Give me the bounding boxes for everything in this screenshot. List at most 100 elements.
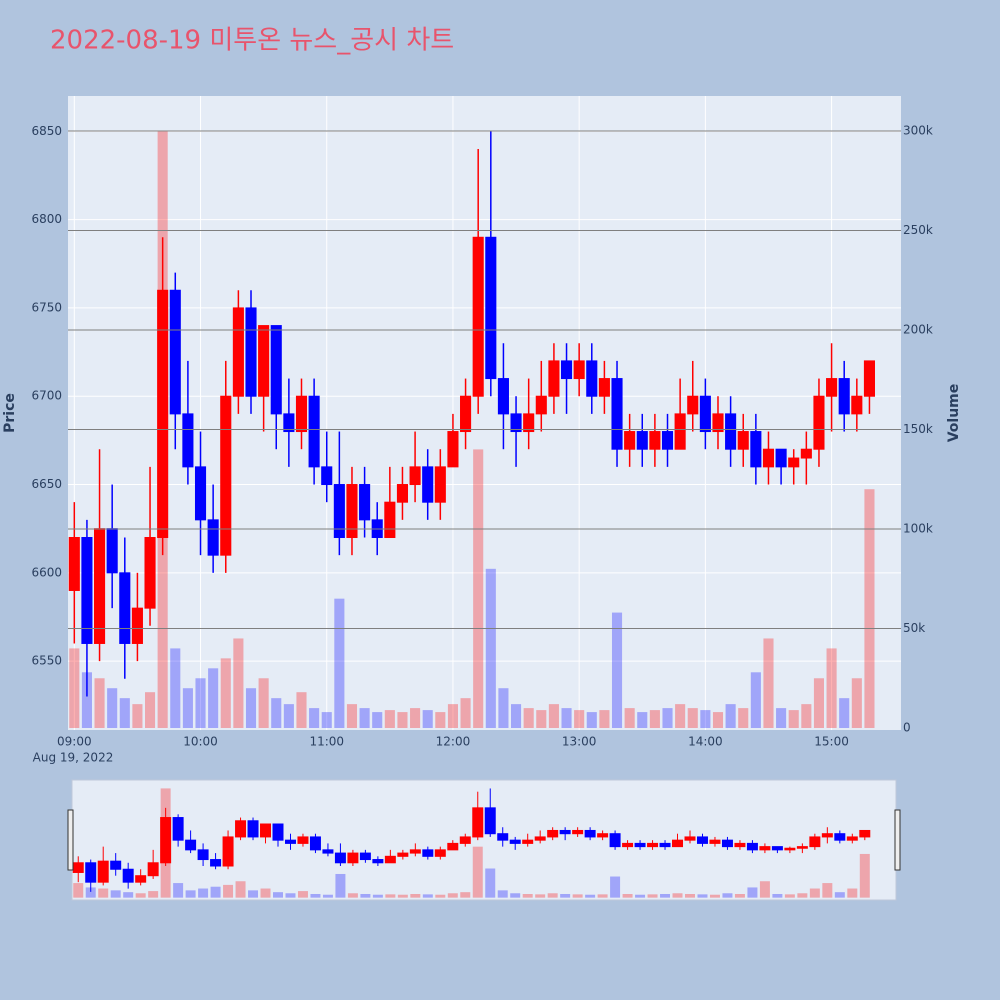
volume-bar: [776, 708, 787, 729]
volume-bar: [107, 688, 118, 729]
x-tick-label: 12:00: [436, 735, 471, 749]
candle-body: [622, 842, 634, 848]
volume-bar: [185, 890, 196, 898]
volume-bar: [647, 894, 658, 898]
volume-bar: [772, 893, 783, 898]
candle-body: [308, 395, 320, 468]
candle-body: [775, 448, 787, 468]
volume-bar: [309, 708, 320, 729]
candle-body: [247, 820, 259, 838]
volume-bar: [622, 893, 633, 898]
volume-bar: [637, 712, 648, 729]
candle-body: [182, 413, 194, 468]
volume-bar: [220, 658, 231, 729]
x-tick-label: 10:00: [183, 735, 218, 749]
candle-body: [559, 829, 571, 835]
candle-body: [185, 839, 197, 851]
y2-tick-label: 100k: [903, 522, 933, 536]
volume-bar: [672, 893, 683, 898]
y2-tick-label: 250k: [903, 223, 933, 237]
candle-body: [434, 849, 446, 857]
volume-bar: [110, 890, 121, 898]
volume-bar: [296, 692, 307, 729]
volume-bar: [685, 893, 695, 898]
volume-bar: [73, 883, 84, 898]
candle-body: [68, 537, 80, 591]
candle-body: [636, 431, 648, 450]
candle-body: [396, 484, 409, 503]
volume-bar: [660, 893, 671, 898]
candle-body: [624, 431, 636, 450]
volume-bar: [572, 894, 583, 898]
candle-body: [346, 484, 358, 539]
candle-body: [434, 466, 446, 503]
x-tick-label: 11:00: [309, 735, 344, 749]
candle-body: [746, 842, 758, 851]
volume-bar: [384, 710, 395, 729]
chart-title: 2022-08-19 미투온 뉴스_공시 차트: [50, 26, 454, 56]
candle-body: [384, 501, 396, 539]
candle-body: [160, 817, 172, 864]
volume-bar: [170, 648, 181, 729]
candle-body: [472, 236, 484, 397]
volume-bar: [271, 698, 282, 729]
volume-bar: [485, 568, 496, 729]
candle-body: [597, 833, 609, 838]
volume-bar: [511, 704, 522, 729]
candle-body: [737, 431, 749, 450]
candle-body: [859, 829, 871, 838]
volume-bar: [597, 894, 608, 898]
candle-body: [347, 852, 359, 864]
volume-bar: [322, 894, 333, 898]
volume-bar: [610, 876, 621, 898]
candle-body: [509, 839, 521, 844]
candle-body: [846, 836, 858, 841]
volume-bar: [700, 710, 711, 729]
candle-body: [172, 817, 184, 841]
candle-body: [270, 325, 282, 415]
volume-bar: [822, 883, 833, 898]
candle-body: [598, 378, 610, 397]
y-tick-label: 6700: [31, 389, 62, 403]
volume-bar: [397, 712, 408, 729]
candle-body: [522, 839, 534, 844]
candle-body: [851, 395, 863, 415]
candle-body: [359, 852, 371, 861]
volume-bar: [119, 698, 130, 729]
y2-tick-label: 50k: [903, 621, 925, 635]
candle-body: [586, 360, 598, 397]
volume-bar: [722, 893, 733, 898]
volume-bar: [586, 712, 597, 729]
volume-bar: [809, 888, 820, 898]
candle-body: [734, 842, 746, 848]
candle-body: [333, 484, 345, 539]
volume-bar: [784, 894, 795, 898]
candle-body: [106, 528, 118, 574]
candle-body: [712, 413, 724, 433]
candle-body: [497, 833, 509, 841]
x-tick-label: 13:00: [562, 735, 597, 749]
candle-body: [283, 413, 295, 433]
candle-body: [796, 846, 808, 849]
volume-bar: [258, 678, 269, 729]
candle-body: [472, 807, 484, 838]
y-tick-label: 6650: [31, 477, 62, 491]
candle-body: [523, 413, 535, 433]
volume-bar: [834, 892, 845, 898]
candle-body: [534, 836, 546, 841]
volume-bar: [750, 672, 761, 729]
y-tick-label: 6850: [31, 124, 62, 138]
volume-bar: [548, 704, 559, 729]
candle-body: [572, 829, 584, 835]
volume-bar: [335, 873, 346, 898]
volume-bar: [523, 708, 534, 729]
candle-body: [634, 842, 646, 848]
volume-bar: [173, 883, 184, 898]
y-tick-label: 6750: [31, 300, 62, 314]
candle-body: [459, 836, 471, 844]
volume-bar: [498, 688, 509, 729]
volume-bar: [397, 894, 408, 898]
volume-bar: [248, 890, 259, 898]
candle-body: [647, 842, 659, 848]
candle-body: [661, 431, 674, 450]
